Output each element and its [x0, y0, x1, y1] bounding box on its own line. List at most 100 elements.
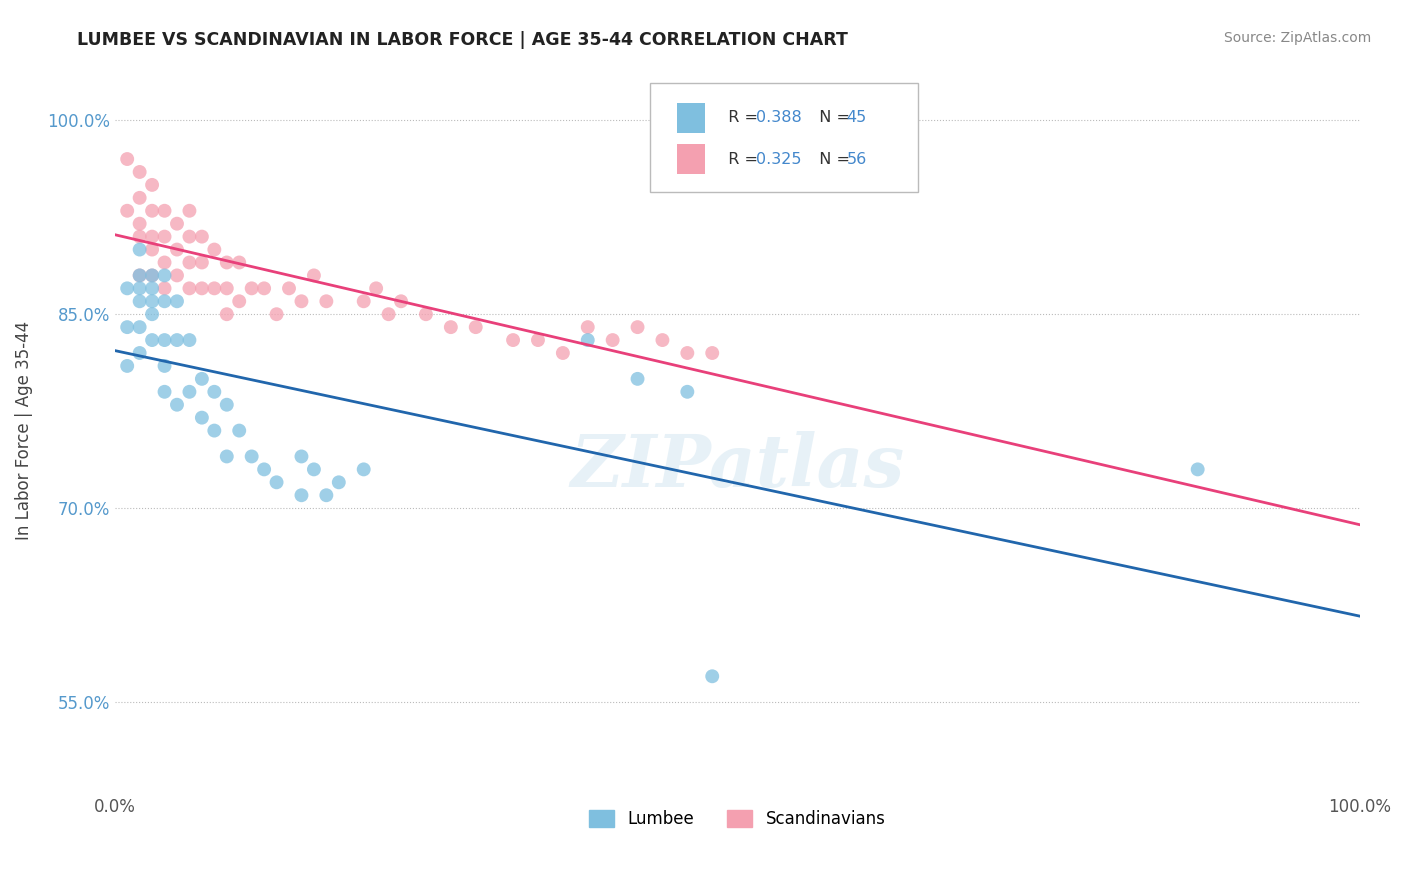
Point [141, 281, 163, 295]
Point [415, 307, 437, 321]
Point [153, 359, 176, 373]
Point [215, 398, 238, 412]
Point [191, 410, 214, 425]
Bar [678, 144, 704, 174]
Text: 0.325: 0.325 [756, 152, 801, 167]
Point [576, 320, 599, 334]
Point [191, 229, 214, 244]
Point [215, 450, 238, 464]
Text: R =: R = [718, 111, 763, 125]
Text: 45: 45 [846, 111, 868, 125]
Point [228, 255, 250, 269]
Point [502, 333, 524, 347]
Point [128, 320, 150, 334]
Point [128, 268, 150, 283]
Point [702, 346, 724, 360]
Point [464, 320, 486, 334]
Point [290, 488, 312, 502]
Point [166, 243, 188, 257]
Text: LUMBEE VS SCANDINAVIAN IN LABOR FORCE | AGE 35-44 CORRELATION CHART: LUMBEE VS SCANDINAVIAN IN LABOR FORCE | … [77, 31, 848, 49]
Point [153, 268, 176, 283]
Point [115, 281, 138, 295]
Point [1187, 462, 1209, 476]
Text: R =: R = [718, 152, 763, 167]
Point [576, 333, 599, 347]
Point [115, 152, 138, 166]
Point [179, 255, 201, 269]
Point [141, 229, 163, 244]
Point [302, 462, 325, 476]
Point [290, 294, 312, 309]
Point [328, 475, 350, 490]
Point [302, 268, 325, 283]
Point [179, 203, 201, 218]
Point [179, 229, 201, 244]
Point [290, 450, 312, 464]
Point [128, 294, 150, 309]
Point [166, 398, 188, 412]
FancyBboxPatch shape [650, 83, 918, 192]
Point [240, 450, 263, 464]
Text: 56: 56 [846, 152, 868, 167]
Point [215, 281, 238, 295]
Point [153, 229, 176, 244]
Point [202, 384, 225, 399]
Point [266, 475, 288, 490]
Point [128, 243, 150, 257]
Point [128, 229, 150, 244]
Point [128, 346, 150, 360]
Point [702, 669, 724, 683]
Point [141, 268, 163, 283]
Point [141, 268, 163, 283]
Point [228, 424, 250, 438]
Point [141, 307, 163, 321]
Point [253, 462, 276, 476]
Point [128, 281, 150, 295]
Point [602, 333, 624, 347]
Point [153, 384, 176, 399]
Point [153, 333, 176, 347]
Point [353, 294, 375, 309]
Text: 0.388: 0.388 [756, 111, 801, 125]
Point [202, 424, 225, 438]
Point [179, 281, 201, 295]
Point [153, 281, 176, 295]
Point [153, 294, 176, 309]
Text: N =: N = [810, 111, 855, 125]
Point [141, 203, 163, 218]
Bar [678, 103, 704, 133]
Point [253, 281, 276, 295]
Point [115, 359, 138, 373]
Point [202, 281, 225, 295]
Point [191, 255, 214, 269]
Point [215, 307, 238, 321]
Point [166, 268, 188, 283]
Point [266, 307, 288, 321]
Point [551, 346, 574, 360]
Point [141, 333, 163, 347]
Point [527, 333, 550, 347]
Point [626, 320, 648, 334]
Point [676, 384, 699, 399]
Point [377, 307, 399, 321]
Y-axis label: In Labor Force | Age 35-44: In Labor Force | Age 35-44 [15, 321, 32, 541]
Point [202, 243, 225, 257]
Text: N =: N = [810, 152, 855, 167]
Text: Source: ZipAtlas.com: Source: ZipAtlas.com [1223, 31, 1371, 45]
Point [115, 320, 138, 334]
Point [651, 333, 673, 347]
Point [389, 294, 412, 309]
Point [315, 294, 337, 309]
Point [166, 294, 188, 309]
Point [128, 191, 150, 205]
Point [179, 333, 201, 347]
Point [141, 178, 163, 192]
Point [153, 255, 176, 269]
Point [676, 346, 699, 360]
Point [128, 165, 150, 179]
Point [153, 203, 176, 218]
Point [278, 281, 301, 295]
Point [141, 294, 163, 309]
Point [141, 243, 163, 257]
Point [191, 372, 214, 386]
